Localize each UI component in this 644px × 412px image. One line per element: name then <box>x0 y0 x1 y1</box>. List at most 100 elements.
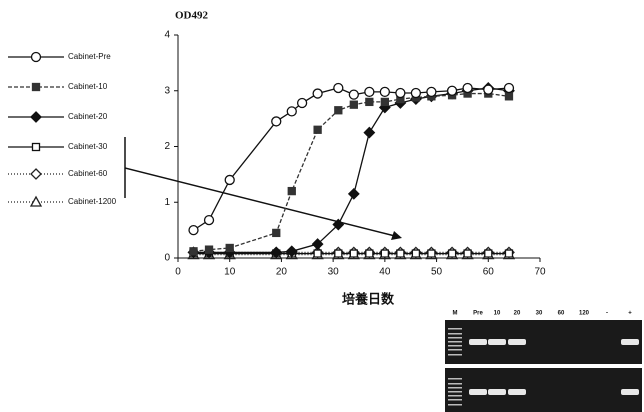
marker <box>313 89 322 98</box>
lane-label: M <box>453 311 458 317</box>
lane-label: 10 <box>494 311 501 317</box>
marker <box>314 250 321 257</box>
arrow-head <box>391 231 402 240</box>
x-tick-label: 10 <box>224 267 236 278</box>
marker <box>505 93 512 100</box>
x-axis-title: 培養日数 <box>342 291 395 306</box>
marker <box>32 53 41 62</box>
marker <box>272 117 281 126</box>
marker <box>349 90 358 99</box>
lane-label: 30 <box>536 311 543 317</box>
marker <box>484 85 493 94</box>
lane-label: - <box>606 311 608 317</box>
legend-label: Cabinet-1200 <box>68 197 117 206</box>
marker <box>449 250 456 257</box>
marker <box>225 175 234 184</box>
legend-label: Cabinet-30 <box>68 142 108 151</box>
marker <box>206 246 213 253</box>
ladder-band <box>448 345 462 347</box>
marker <box>365 87 374 96</box>
legend-label: Cabinet-20 <box>68 112 108 121</box>
gel-band <box>488 339 506 345</box>
marker <box>411 88 420 97</box>
marker <box>412 250 419 257</box>
gel-band <box>508 339 526 345</box>
lane-label: + <box>628 311 632 317</box>
marker <box>380 87 389 96</box>
marker <box>288 188 295 195</box>
marker <box>314 126 321 133</box>
marker <box>334 83 343 92</box>
marker <box>335 250 342 257</box>
y-axis-title: OD492 <box>175 10 209 22</box>
y-tick-label: 0 <box>164 253 170 264</box>
marker <box>350 250 357 257</box>
ladder-band <box>448 399 462 401</box>
marker <box>273 229 280 236</box>
marker <box>381 98 388 105</box>
x-tick-label: 30 <box>328 267 340 278</box>
marker <box>31 112 41 122</box>
marker <box>366 250 373 257</box>
marker <box>464 250 471 257</box>
figure: OD492 培養日数 M Pre 10 20 30 60 120 - + 0 1 2 3 40 10 20 3… <box>0 0 644 412</box>
ladder-band <box>448 349 462 351</box>
ladder-band <box>448 354 462 356</box>
marker <box>33 84 40 91</box>
y-tick-label: 1 <box>164 197 170 208</box>
gel-band <box>488 389 506 395</box>
marker <box>287 107 296 116</box>
gel-band <box>508 389 526 395</box>
marker <box>427 87 436 96</box>
gel-band <box>621 389 639 395</box>
lane-label: 60 <box>558 311 565 317</box>
marker <box>366 98 373 105</box>
legend-label: Cabinet-10 <box>68 82 108 91</box>
ladder-band <box>448 337 462 339</box>
series-line <box>194 88 509 230</box>
marker <box>349 189 359 199</box>
ladder-band <box>448 383 462 385</box>
marker <box>504 83 513 92</box>
gel-band <box>469 389 487 395</box>
marker <box>205 216 214 225</box>
x-tick-label: 70 <box>534 267 546 278</box>
ladder-band <box>448 378 462 380</box>
ladder-band <box>448 404 462 406</box>
legend-label: Cabinet-60 <box>68 169 108 178</box>
series-line <box>194 88 509 252</box>
x-tick-label: 50 <box>431 267 443 278</box>
marker <box>485 250 492 257</box>
marker <box>350 101 357 108</box>
ladder-band <box>448 333 462 335</box>
marker <box>448 86 457 95</box>
x-tick-label: 60 <box>483 267 495 278</box>
lane-label: Pre <box>473 311 483 317</box>
marker <box>31 169 41 179</box>
ladder-band <box>448 391 462 393</box>
ladder-band <box>448 387 462 389</box>
marker <box>397 250 404 257</box>
marker <box>428 250 435 257</box>
lane-label: 120 <box>579 311 590 317</box>
lane-label: 20 <box>514 311 521 317</box>
y-tick-label: 3 <box>164 85 170 96</box>
marker <box>463 83 472 92</box>
marker <box>189 226 198 235</box>
ladder-band <box>448 328 462 330</box>
marker <box>505 250 512 257</box>
gel-image: M Pre 10 20 30 60 120 - + <box>445 311 642 412</box>
y-tick-label: 2 <box>164 141 170 152</box>
gel-band <box>621 339 639 345</box>
marker <box>33 144 40 151</box>
marker <box>190 248 197 255</box>
marker <box>381 250 388 257</box>
marker <box>226 244 233 251</box>
x-tick-label: 40 <box>379 267 391 278</box>
marker <box>396 88 405 97</box>
legend-label: Cabinet-Pre <box>68 52 111 61</box>
x-tick-label: 20 <box>276 267 288 278</box>
x-tick-label: 0 <box>175 267 181 278</box>
marker <box>364 128 374 138</box>
gel-band <box>469 339 487 345</box>
